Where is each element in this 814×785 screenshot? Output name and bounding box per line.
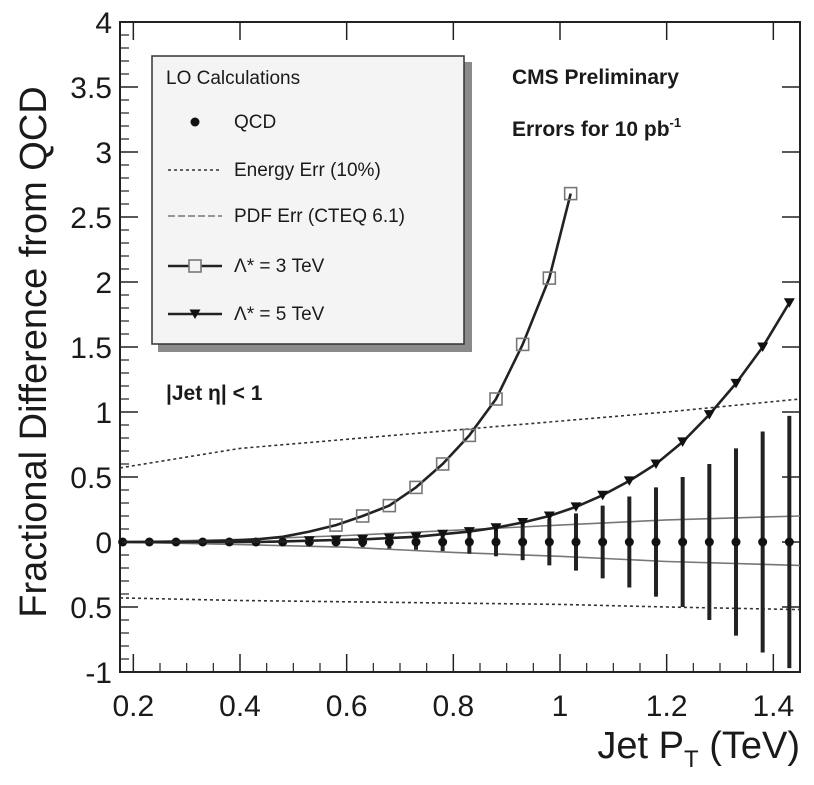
lambda-5tev-point [543,511,555,521]
legend-entry-label: Λ* = 3 TeV [234,256,325,277]
y-tick-label: 3 [95,137,112,170]
qcd-point [438,537,448,547]
y-tick-label: 0 [95,527,112,560]
x-tick-label: 0.2 [112,690,154,723]
qcd-point [624,537,634,547]
lambda-5tev-point [463,527,475,537]
legend-symbol-lambda3-marker [188,259,202,273]
lambda-3tev-point [355,509,370,523]
legend-entry-label: Energy Err (10%) [234,160,381,181]
x-axis-title-unit: (TeV) [699,725,800,767]
y-tick-label: 3.5 [70,72,112,105]
lambda-3tev-point [462,428,477,443]
qcd-point [491,537,501,547]
x-axis-title: Jet PT (TeV) [597,725,800,773]
lambda-5tev-point [650,459,662,469]
qcd-point [118,537,128,547]
x-tick-label: 1.4 [752,690,794,723]
lambda-5tev-point [730,378,742,389]
y-tick-label: 1.5 [70,332,112,365]
series-layer [118,186,801,669]
qcd-point [464,537,474,547]
qcd-point [704,537,714,547]
errors-luminosity-label: Errors for 10 pb-1 [512,115,681,141]
lambda-3tev-point [329,518,343,532]
errors-label-main: Errors for 10 pb [512,118,670,141]
qcd-point [518,537,528,547]
lambda-5tev-point [703,410,715,420]
qcd-point [784,537,794,547]
lambda-5tev-point [783,298,795,308]
legend-title: LO Calculations [166,68,300,89]
qcd-point [544,537,554,547]
legend-symbol-qcd [190,117,200,127]
x-axis-title-main: Jet P [597,725,684,767]
eta-cut-label: |Jet η| < 1 [166,382,263,405]
lambda-5tev-point [597,490,609,501]
qcd-point [651,537,661,547]
lambda-3tev-point [382,498,397,513]
energy-err-lower-line [119,597,801,611]
qcd-point [411,537,421,547]
y-tick-label: 4 [95,7,112,40]
legend-entry-label: QCD [234,112,276,133]
lambda-5tev-point [677,437,689,447]
x-axis-title-sub: T [684,746,699,773]
x-tick-label: 0.6 [326,690,368,723]
pdf-err-lower-line [119,541,801,567]
y-tick-label: 1 [95,397,112,430]
qcd-point [758,537,768,547]
legend-rows: QCD Energy Err (10%) PDF Err (CTEQ 6.1) Λ* … [168,112,405,325]
lambda-3tev-point [489,392,503,406]
x-tick-label: 0.4 [219,690,261,723]
lambda-5tev-point [490,523,502,533]
cms-preliminary-label: CMS Preliminary [512,66,679,89]
y-tick-label: -1 [85,657,112,690]
x-axis: 0.2 0.4 0.6 0.8 1 1.2 1.4 [112,22,794,723]
qcd-point [731,537,741,547]
lambda-3tev-point [515,337,530,352]
lambda-5tev-point [437,529,449,540]
y-tick-label: 0.5 [70,592,112,625]
legend-symbol-lambda5-marker [189,309,201,319]
lambda-5tev-curve [122,302,791,544]
legend-entry-label: Λ* = 5 TeV [234,304,325,325]
lambda-5tev-point [383,533,395,544]
y-axis: -1 0.5 0 0.5 1 1.5 2 2.5 3 3.5 4 [70,7,800,690]
legend-box [151,55,465,345]
lambda-5tev-point [570,502,582,512]
qcd-point [571,537,581,547]
energy-err-upper-line [119,398,801,469]
pdf-err-upper-line [119,515,801,543]
y-axis-title: Fractional Difference from QCD [13,86,55,617]
lambda-5tev-point [330,535,342,546]
x-tick-label: 0.8 [432,690,474,723]
qcd-point [678,537,688,547]
y-tick-label: 2 [95,267,112,300]
lambda-3tev-point [563,186,578,201]
x-tick-label: 1.2 [646,690,688,723]
errors-label-sup: -1 [670,115,682,130]
lambda-5tev-point [303,536,315,546]
legend: LO Calculations QCD Energy Err (10%) PDF E… [151,55,472,352]
legend-entry-label: PDF Err (CTEQ 6.1) [234,206,405,227]
qcd-point [598,537,608,547]
lambda-5tev-point [623,476,635,486]
lambda-5tev-point [757,342,769,352]
lambda-3tev-point [542,271,557,285]
lambda-5tev-point [517,518,529,528]
lambda-3tev-point [435,457,450,471]
x-tick-label: 1 [552,690,569,723]
y-tick-label: 2.5 [70,202,112,235]
lambda-5tev-point [357,534,369,545]
lambda-5tev-point [410,532,422,542]
y-tick-label: 0.5 [70,462,112,495]
lambda-3tev-point [409,480,423,495]
